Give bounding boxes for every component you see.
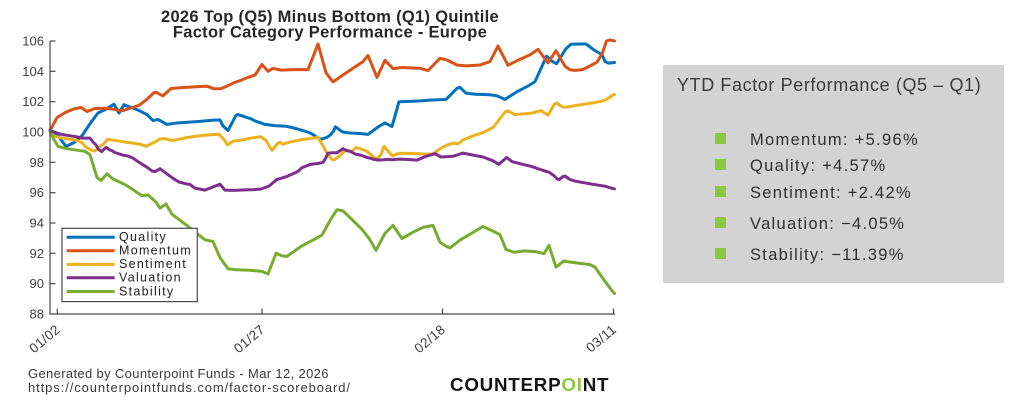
svg-text:98: 98 [30,155,44,170]
svg-text:Sentiment: Sentiment [119,257,187,271]
svg-text:88: 88 [30,307,44,322]
svg-text:01/27: 01/27 [231,322,268,356]
svg-text:02/18: 02/18 [411,322,448,356]
svg-text:Valuation: Valuation [119,271,182,285]
svg-text:Stability: Stability [119,284,174,298]
svg-text:Factor Category Performance -: Factor Category Performance - Europe [173,23,487,41]
svg-text:106: 106 [22,34,44,49]
svg-text:94: 94 [30,216,44,231]
svg-text:96: 96 [30,185,44,200]
svg-text:03/11: 03/11 [583,322,619,356]
svg-text:2026 Top (Q5) Minus Bottom (Q1: 2026 Top (Q5) Minus Bottom (Q1) Quintile [161,8,499,26]
svg-text:90: 90 [30,276,44,291]
svg-text:102: 102 [22,94,44,109]
svg-text:104: 104 [22,64,44,79]
svg-text:100: 100 [22,125,44,140]
svg-text:92: 92 [30,246,44,261]
svg-text:01/02: 01/02 [26,322,63,356]
svg-text:Quality: Quality [119,230,167,244]
svg-text:Momentum: Momentum [119,244,192,258]
